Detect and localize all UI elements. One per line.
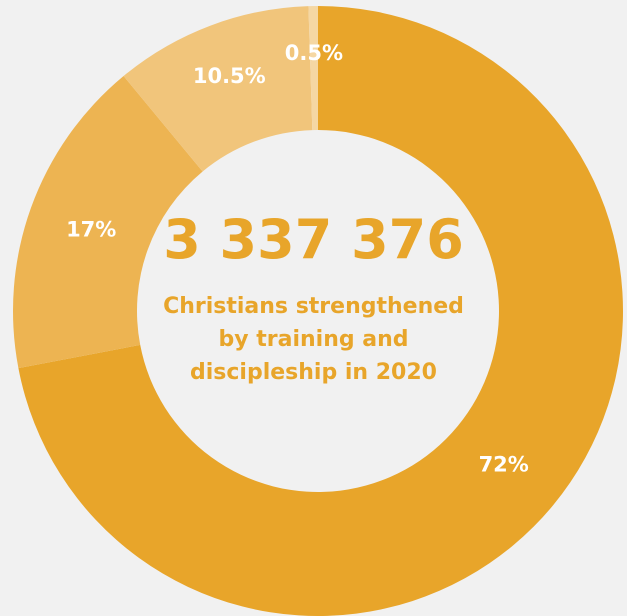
donut-slice-4 (308, 6, 318, 131)
center-caption-line-2: by training and (218, 327, 409, 352)
donut-slice-label-3: 10.5% (193, 64, 266, 88)
donut-slice-labels: 72% 17% 10.5% 0.5% (66, 41, 529, 477)
donut-slice-label-4: 0.5% (285, 41, 343, 65)
donut-slice-label-2: 17% (66, 217, 116, 241)
center-total-number: 3 337 376 (163, 208, 464, 271)
donut-slice-label-1: 72% (479, 453, 529, 477)
center-caption: Christians strengthened by training and … (0, 290, 627, 389)
center-caption-line-3: discipleship in 2020 (190, 360, 437, 385)
donut-slice-3 (123, 6, 313, 172)
center-caption-line-1: Christians strengthened (163, 294, 464, 319)
donut-slice-2 (12, 75, 203, 369)
donut-slice-1 (18, 6, 624, 616)
donut-slices (12, 6, 624, 616)
